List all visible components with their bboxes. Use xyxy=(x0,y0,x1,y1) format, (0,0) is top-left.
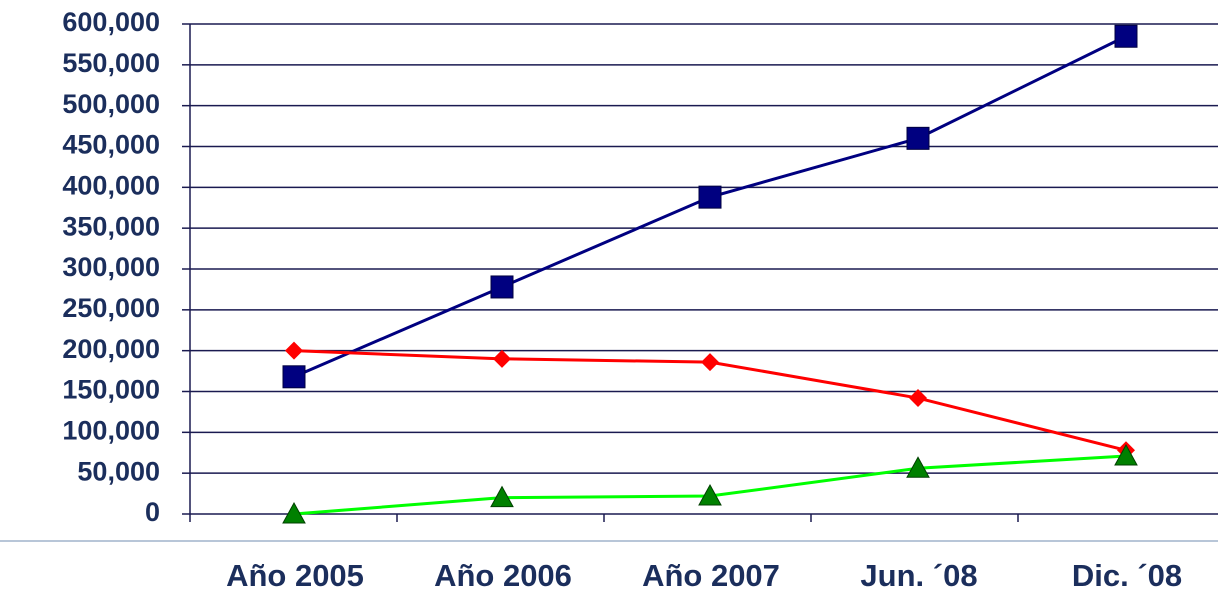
marker xyxy=(906,126,930,150)
marker xyxy=(282,501,306,524)
marker xyxy=(490,485,514,508)
y-tick-label: 450,000 xyxy=(62,130,160,160)
marker xyxy=(701,353,719,372)
y-tick-label: 350,000 xyxy=(62,211,160,241)
marker xyxy=(906,456,930,478)
marker xyxy=(1114,24,1138,48)
y-tick-label: 50,000 xyxy=(77,456,160,486)
x-tick-label: Año 2006 xyxy=(434,558,572,592)
x-tick-label: Jun. ´08 xyxy=(860,558,977,592)
marker xyxy=(698,185,722,209)
y-tick-label: 300,000 xyxy=(62,252,160,282)
y-tick-label: 400,000 xyxy=(62,170,160,200)
y-tick-label: 100,000 xyxy=(62,415,160,445)
y-tick-label: 200,000 xyxy=(62,334,160,364)
marker xyxy=(285,341,303,360)
marker xyxy=(698,483,722,506)
x-tick-label: Año 2007 xyxy=(642,558,780,592)
y-tick-label: 250,000 xyxy=(62,293,160,323)
marker xyxy=(282,365,306,389)
marker xyxy=(1114,443,1138,466)
x-tick-label: Año 2005 xyxy=(226,558,364,592)
y-tick-label: 500,000 xyxy=(62,89,160,119)
y-tick-label: 600,000 xyxy=(62,7,160,37)
y-tick-label: 0 xyxy=(145,497,160,527)
x-tick-label: Dic. ´08 xyxy=(1072,558,1182,592)
y-tick-label: 550,000 xyxy=(62,48,160,78)
marker xyxy=(909,389,927,408)
y-tick-label: 150,000 xyxy=(62,375,160,405)
marker xyxy=(493,349,511,368)
marker xyxy=(490,275,514,299)
